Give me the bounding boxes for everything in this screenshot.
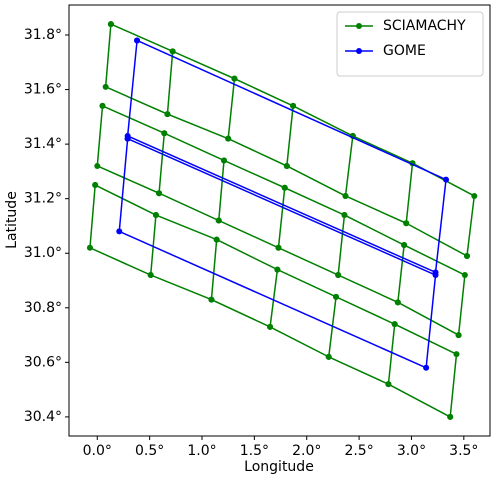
marker	[432, 272, 439, 279]
marker	[385, 381, 392, 388]
marker	[116, 228, 123, 235]
y-tick-label: 31.6°	[24, 82, 62, 98]
marker	[394, 299, 401, 306]
marker	[423, 364, 430, 371]
marker	[391, 321, 398, 328]
marker	[161, 130, 168, 137]
marker	[333, 293, 340, 300]
marker	[231, 75, 238, 82]
marker	[274, 266, 281, 273]
series-line	[89, 23, 476, 418]
marker	[225, 135, 232, 142]
y-axis-label: Latitude	[4, 191, 20, 249]
marker	[102, 83, 109, 90]
marker	[443, 176, 450, 183]
marker	[99, 102, 106, 109]
marker	[342, 192, 349, 199]
marker	[94, 162, 101, 169]
marker	[156, 190, 163, 197]
x-tick-label: 2.0°	[292, 443, 321, 459]
marker	[290, 102, 297, 109]
plot-frame	[68, 4, 491, 437]
legend-marker	[356, 23, 362, 29]
marker	[455, 332, 462, 339]
marker	[152, 212, 159, 219]
marker	[147, 272, 154, 279]
legend-label: SCIAMACHY	[383, 18, 466, 34]
y-tick-label: 31.0°	[24, 245, 62, 261]
y-tick-label: 30.6°	[24, 354, 62, 370]
marker	[453, 351, 460, 358]
y-tick-label: 31.4°	[24, 136, 62, 152]
marker	[341, 212, 348, 219]
marker	[215, 217, 222, 224]
marker	[267, 323, 274, 330]
marker	[92, 182, 99, 189]
series-line	[118, 39, 447, 369]
marker	[124, 135, 131, 142]
marker	[335, 272, 342, 279]
marker	[463, 252, 470, 259]
marker	[461, 272, 468, 279]
marker	[164, 111, 171, 118]
marker	[213, 236, 220, 243]
marker	[471, 192, 478, 199]
y-tick-label: 31.2°	[24, 191, 62, 207]
marker	[403, 220, 410, 227]
x-tick-label: 1.5°	[240, 443, 269, 459]
marker	[134, 37, 141, 44]
y-tick-label: 30.4°	[24, 409, 62, 425]
x-tick-label: 0.5°	[135, 443, 164, 459]
legend: SCIAMACHY GOME	[336, 11, 484, 77]
marker	[169, 48, 176, 55]
marker	[281, 184, 288, 191]
x-tick-label: 1.0°	[187, 443, 216, 459]
x-tick-label: 3.0°	[397, 443, 426, 459]
marker	[220, 157, 227, 164]
legend-marker	[356, 48, 362, 54]
marker	[283, 162, 290, 169]
marker	[275, 244, 282, 251]
marker	[86, 244, 93, 251]
legend-label: GOME	[383, 43, 426, 59]
marker	[401, 242, 408, 249]
marker	[107, 21, 114, 28]
x-tick-label: 3.5°	[449, 443, 478, 459]
x-tick-label: 2.5°	[344, 443, 373, 459]
y-tick-label: 31.8°	[24, 27, 62, 43]
x-tick-label: 0.0°	[83, 443, 112, 459]
marker	[447, 413, 454, 420]
legend-box	[336, 11, 484, 77]
marker	[325, 353, 332, 360]
y-tick-label: 30.8°	[24, 300, 62, 316]
marker	[208, 296, 215, 303]
x-axis-label: Longitude	[244, 459, 314, 475]
